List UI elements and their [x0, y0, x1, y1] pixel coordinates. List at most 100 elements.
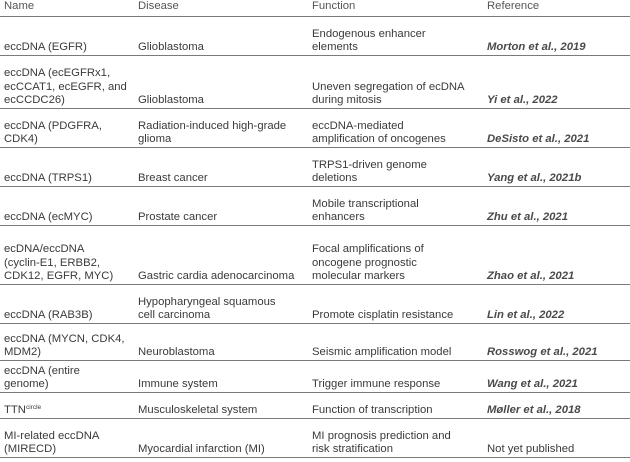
cell-name: MI-related eccDNA (MIRECD) [4, 419, 136, 456]
disease-text: Radiation-induced high-grade glioma [138, 119, 287, 145]
reference-text[interactable]: Yi et al., 2022 [487, 93, 558, 106]
reference-text[interactable]: Zhu et al., 2021 [487, 210, 568, 223]
cell-name: eccDNA (entire genome) [4, 361, 136, 391]
disease-text: Immune system [138, 377, 218, 390]
function-text: Uneven segregation of ecDNA during mitos… [312, 80, 465, 106]
cell-reference: DeSisto et al., 2021 [487, 109, 627, 146]
cell-function: Mobile transcriptional enhancers [312, 187, 484, 224]
cell-disease: Glioblastoma [138, 56, 310, 107]
cell-function: TRPS1-driven genome deletions [312, 148, 484, 185]
name-text: eccDNA (MYCN, CDK4, MDM2) [4, 332, 125, 358]
cell-disease: Musculoskeletal system [138, 393, 310, 417]
cell-reference: Møller et al., 2018 [487, 393, 627, 417]
cell-disease: Immune system [138, 361, 310, 391]
cell-reference: Morton et al., 2019 [487, 17, 627, 54]
name-text: eccDNA (ecEGFRx1, ecCCAT1, ecEGFR, and e… [4, 67, 127, 106]
disease-text: Glioblastoma [138, 93, 204, 106]
name-text: eccDNA (RAB3B) [4, 308, 93, 321]
cell-function: Uneven segregation of ecDNA during mitos… [312, 56, 484, 107]
function-text: Focal amplifications of oncogene prognos… [312, 243, 424, 282]
function-text: Promote cisplatin resistance [312, 308, 454, 321]
cell-disease: Myocardial infarction (MI) [138, 419, 310, 456]
disease-text: Neuroblastoma [138, 345, 215, 358]
disease-text: Prostate cancer [138, 210, 218, 223]
name-superscript: circle [25, 403, 42, 411]
table-row: eccDNA (ecMYC) Prostate cancer Mobile tran… [0, 187, 630, 226]
table-row: eccDNA (RAB3B) Hypopharyngeal squamous ce… [0, 285, 630, 324]
disease-text: Gastric cardia adenocarcinoma [138, 269, 295, 282]
name-text: TTN [4, 403, 26, 416]
cell-reference: Not yet published [487, 419, 627, 456]
reference-text[interactable]: Zhao et al., 2021 [487, 269, 575, 282]
cell-disease: Breast cancer [138, 148, 310, 185]
disease-text: Musculoskeletal system [138, 403, 258, 416]
function-text: Trigger immune response [312, 377, 441, 390]
name-text: ecDNA/eccDNA (cyclin-E1, ERBB2, CDK12, E… [4, 243, 114, 282]
cell-name: eccDNA (EGFR) [4, 17, 136, 54]
cell-name: eccDNA (MYCN, CDK4, MDM2) [4, 324, 136, 359]
cell-name: eccDNA (PDGFRA, CDK4) [4, 109, 136, 146]
cell-function: Function of transcription [312, 393, 484, 417]
disease-text: Myocardial infarction (MI) [138, 442, 265, 455]
table-row: MI-related eccDNA (MIRECD) Myocardial inf… [0, 419, 630, 458]
cell-name: TTNcircle [4, 393, 136, 417]
function-text: Function of transcription [312, 403, 433, 416]
cell-reference: Yang et al., 2021b [487, 148, 627, 185]
function-text: MI prognosis prediction and risk stratif… [312, 429, 451, 455]
reference-text[interactable]: Lin et al., 2022 [487, 308, 565, 321]
cell-reference: Zhao et al., 2021 [487, 226, 627, 283]
cell-name: eccDNA (RAB3B) [4, 285, 136, 322]
cell-function: Focal amplifications of oncogene prognos… [312, 226, 484, 283]
function-text: Endogenous enhancer elements [312, 27, 426, 53]
table-header: Name Disease Function Reference [0, 0, 630, 17]
function-text: eccDNA-mediated amplification of oncogen… [312, 119, 446, 145]
reference-text[interactable]: Wang et al., 2021 [487, 377, 578, 390]
cell-function: MI prognosis prediction and risk stratif… [312, 419, 484, 456]
disease-text: Breast cancer [138, 171, 208, 184]
name-text: eccDNA (ecMYC) [4, 210, 93, 223]
reference-text[interactable]: DeSisto et al., 2021 [487, 132, 590, 145]
cell-reference: Zhu et al., 2021 [487, 187, 627, 224]
function-text: TRPS1-driven genome deletions [312, 158, 427, 184]
cell-disease: Prostate cancer [138, 187, 310, 224]
reference-text[interactable]: Rosswog et al., 2021 [487, 345, 598, 358]
name-text: eccDNA (entire genome) [4, 364, 80, 390]
reference-text[interactable]: Møller et al., 2018 [487, 403, 581, 416]
function-text: Seismic amplification model [312, 345, 452, 358]
reference-text[interactable]: Morton et al., 2019 [487, 40, 586, 53]
cell-reference: Wang et al., 2021 [487, 361, 627, 391]
cell-disease: Glioblastoma [138, 17, 310, 54]
disease-text: Glioblastoma [138, 40, 204, 53]
cell-function: Seismic amplification model [312, 324, 484, 359]
cell-disease: Gastric cardia adenocarcinoma [138, 226, 310, 283]
cell-name: ecDNA/eccDNA (cyclin-E1, ERBB2, CDK12, E… [4, 226, 136, 283]
cell-function: eccDNA-mediated amplification of oncogen… [312, 109, 484, 146]
cell-function: Promote cisplatin resistance [312, 285, 484, 322]
cell-reference: Rosswog et al., 2021 [487, 324, 627, 359]
header-name: Name [4, 0, 35, 12]
function-text: Mobile transcriptional enhancers [312, 197, 419, 223]
header-disease: Disease [138, 0, 179, 12]
cell-function: Trigger immune response [312, 361, 484, 391]
cell-name: eccDNA (TRPS1) [4, 148, 136, 185]
table-row: eccDNA (PDGFRA, CDK4) Radiation-induced h… [0, 109, 630, 148]
table-row: eccDNA (EGFR) Glioblastoma Endogenous enha… [0, 17, 630, 56]
cell-name: eccDNA (ecEGFRx1, ecCCAT1, ecEGFR, and e… [4, 56, 136, 107]
disease-text: Hypopharyngeal squamous cell carcinoma [138, 295, 276, 321]
name-text: eccDNA (EGFR) [4, 40, 87, 53]
cell-name: eccDNA (ecMYC) [4, 187, 136, 224]
cell-reference: Lin et al., 2022 [487, 285, 627, 322]
name-text: eccDNA (TRPS1) [4, 171, 92, 184]
cell-disease: Neuroblastoma [138, 324, 310, 359]
name-text: MI-related eccDNA (MIRECD) [4, 429, 100, 455]
header-function: Function [312, 0, 356, 12]
table-row: eccDNA (TRPS1) Breast cancer TRPS1-driven … [0, 148, 630, 187]
cell-reference: Yi et al., 2022 [487, 56, 627, 107]
cell-disease: Radiation-induced high-grade glioma [138, 109, 310, 146]
table-row: TTNcircle Musculoskeletal system Function … [0, 393, 630, 419]
reference-text[interactable]: Yang et al., 2021b [487, 171, 582, 184]
cell-disease: Hypopharyngeal squamous cell carcinoma [138, 285, 310, 322]
table-row: eccDNA (ecEGFRx1, ecCCAT1, ecEGFR, and e… [0, 56, 630, 109]
header-reference: Reference [487, 0, 540, 12]
